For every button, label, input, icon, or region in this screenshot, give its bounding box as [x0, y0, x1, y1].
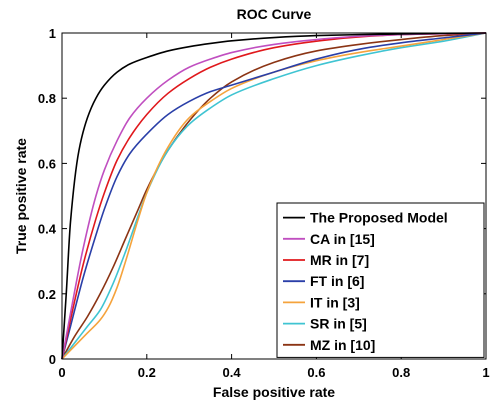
series-line-3 [61, 32, 487, 360]
x-tick-label: 0 [58, 365, 65, 380]
legend-label-5: SR in [5] [310, 316, 367, 332]
legend-label-1: CA in [15] [310, 231, 375, 247]
y-axis-label: True positive rate [13, 138, 29, 254]
legend: The Proposed Model CA in [15] MR in [7] FT … [276, 202, 485, 358]
series-line-4 [61, 32, 487, 360]
legend-label-2: MR in [7] [310, 252, 369, 268]
x-tick-label: 0.8 [392, 365, 410, 380]
x-axis-label: False positive rate [213, 384, 335, 400]
legend-label-0: The Proposed Model [310, 210, 448, 226]
x-tick-label: 0.2 [138, 365, 156, 380]
y-tick-label: 0.6 [38, 156, 56, 171]
series-line-0 [61, 32, 487, 360]
y-tick-label: 1 [49, 26, 56, 41]
legend-label-3: FT in [6] [310, 273, 364, 289]
legend-box [276, 202, 485, 358]
x-tick-label: 1 [482, 365, 489, 380]
legend-label-4: IT in [3] [310, 294, 360, 310]
plot-frame [61, 32, 487, 360]
chart-title: ROC Curve [237, 6, 312, 22]
x-tick-label: 0.6 [307, 365, 325, 380]
y-tick-label: 0 [49, 352, 56, 367]
curves-layer [61, 32, 487, 360]
axis-ticks: 0 0.2 0.4 0.6 0.8 1 0 0.2 0.4 0.6 0.8 1 [38, 26, 490, 380]
series-line-5 [61, 32, 487, 360]
y-tick-label: 0.8 [38, 91, 56, 106]
series-line-1 [61, 32, 487, 360]
x-tick-label: 0.4 [223, 365, 242, 380]
y-tick-label: 0.2 [38, 287, 56, 302]
y-tick-label: 0.4 [38, 222, 57, 237]
legend-label-6: MZ in [10] [310, 337, 375, 353]
